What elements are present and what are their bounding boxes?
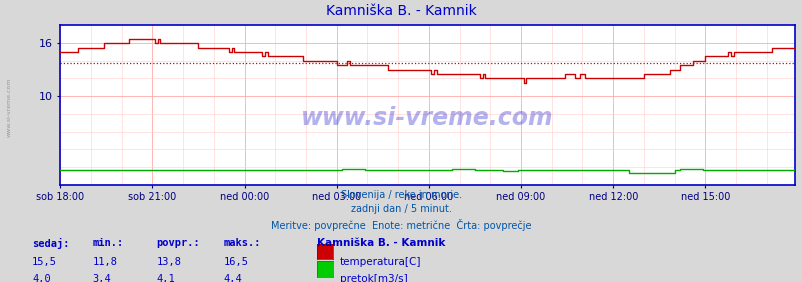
Text: 16,5: 16,5	[223, 257, 248, 266]
Text: 15,5: 15,5	[32, 257, 57, 266]
Text: 3,4: 3,4	[92, 274, 111, 282]
Text: www.si-vreme.com: www.si-vreme.com	[6, 78, 11, 137]
Text: 4,0: 4,0	[32, 274, 51, 282]
Text: temperatura[C]: temperatura[C]	[339, 257, 420, 266]
Text: 4,1: 4,1	[156, 274, 175, 282]
Text: Meritve: povprečne  Enote: metrične  Črta: povprečje: Meritve: povprečne Enote: metrične Črta:…	[271, 219, 531, 231]
Text: min.:: min.:	[92, 238, 124, 248]
Text: zadnji dan / 5 minut.: zadnji dan / 5 minut.	[350, 204, 452, 214]
Text: pretok[m3/s]: pretok[m3/s]	[339, 274, 407, 282]
Text: sedaj:: sedaj:	[32, 238, 70, 249]
Text: Kamniška B. - Kamnik: Kamniška B. - Kamnik	[326, 4, 476, 18]
Text: Kamniška B. - Kamnik: Kamniška B. - Kamnik	[317, 238, 445, 248]
Text: 13,8: 13,8	[156, 257, 181, 266]
Text: www.si-vreme.com: www.si-vreme.com	[301, 106, 553, 130]
Text: povpr.:: povpr.:	[156, 238, 200, 248]
Text: 4,4: 4,4	[223, 274, 241, 282]
Text: 11,8: 11,8	[92, 257, 117, 266]
Text: maks.:: maks.:	[223, 238, 261, 248]
Text: Slovenija / reke in morje.: Slovenija / reke in morje.	[341, 190, 461, 200]
